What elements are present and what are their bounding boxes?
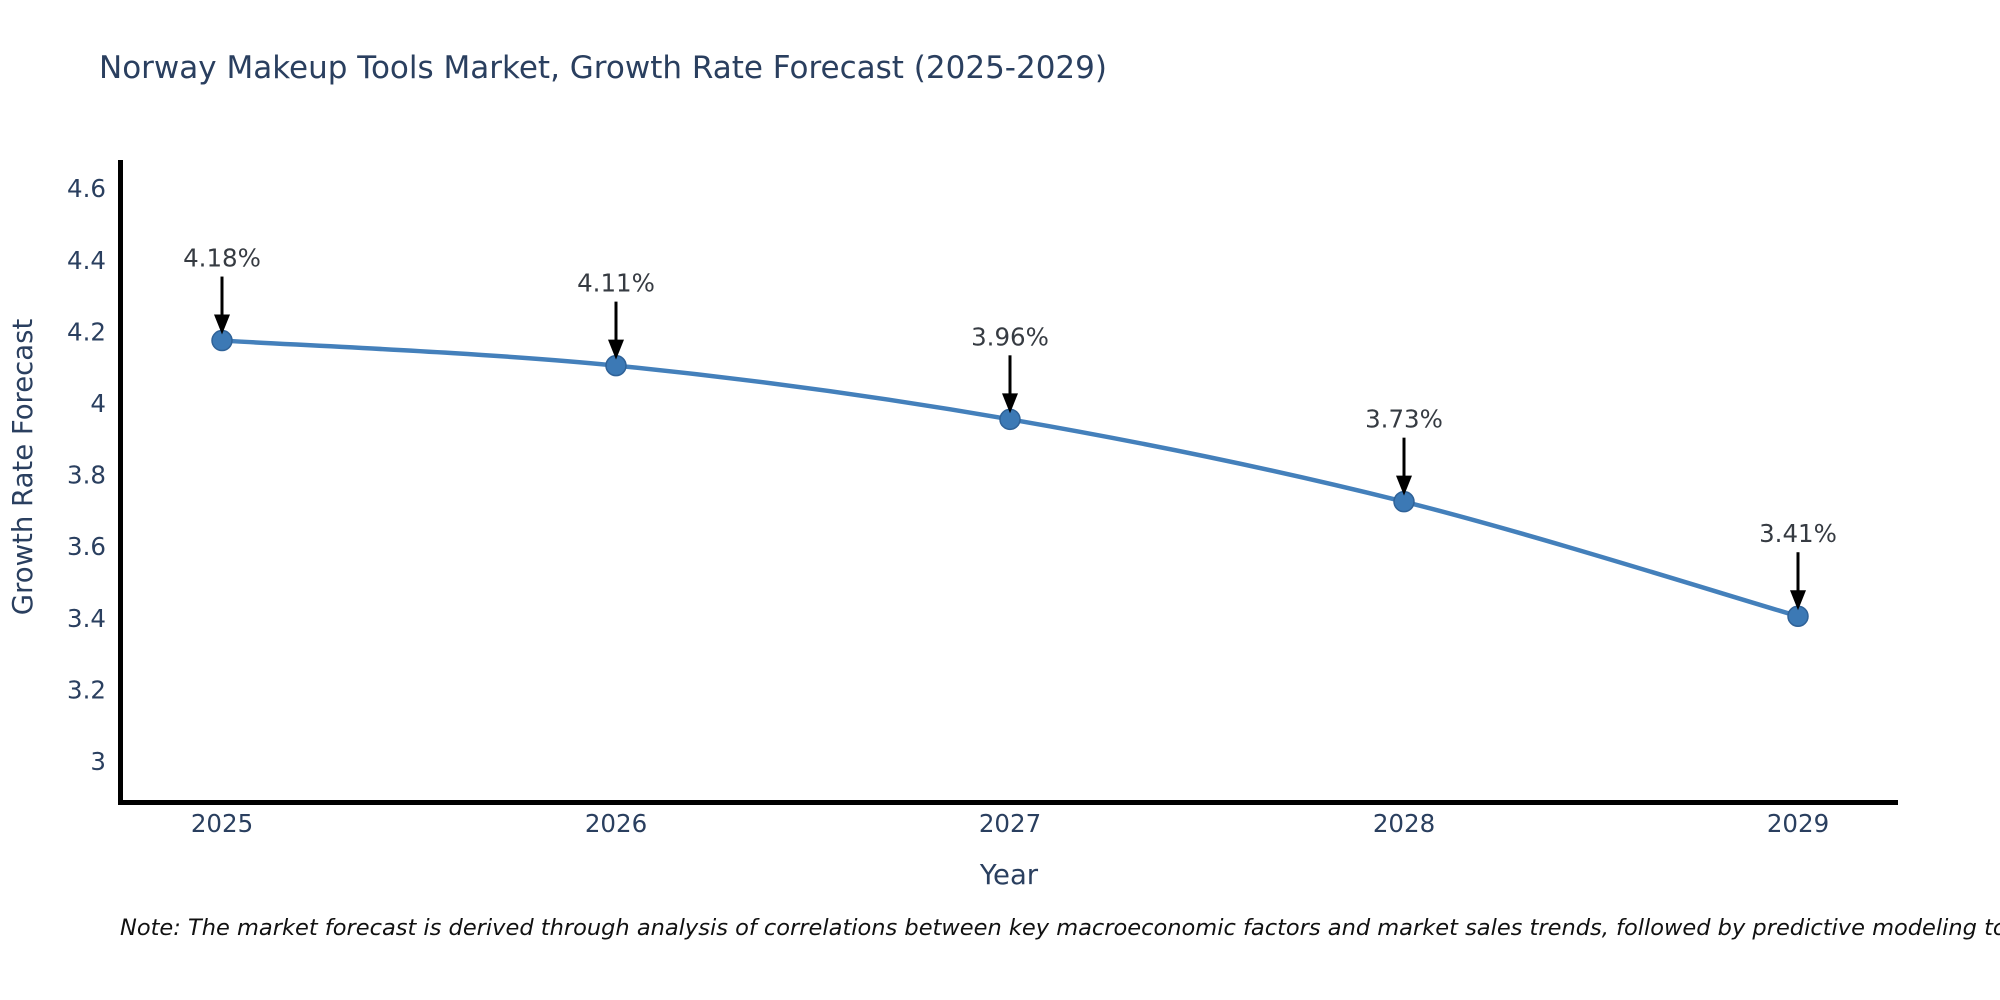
y-tick-label: 3.4 <box>67 604 106 633</box>
y-tick-label: 3.8 <box>67 461 106 490</box>
x-axis-title: Year <box>979 859 1039 891</box>
y-tick-label: 3 <box>90 747 106 776</box>
annotation-arrowhead-down-icon <box>608 339 624 360</box>
x-tick-label: 2027 <box>979 809 1041 838</box>
footnote: Note: The market forecast is derived thr… <box>120 915 2000 941</box>
annotation-arrowhead-down-icon <box>1396 475 1412 496</box>
x-tick-label: 2026 <box>585 809 647 838</box>
y-tick-label: 4 <box>90 389 106 418</box>
y-tick-label: 4.6 <box>67 174 106 203</box>
annotation-arrowhead-down-icon <box>1002 393 1018 414</box>
y-tick-label: 4.4 <box>67 246 106 275</box>
point-annotation: 3.41% <box>1759 519 1837 548</box>
x-tick-label: 2028 <box>1373 809 1435 838</box>
y-tick-label: 3.2 <box>67 675 106 704</box>
annotation-arrowhead-down-icon <box>214 314 230 335</box>
point-annotation: 4.18% <box>183 244 261 273</box>
point-annotation: 3.96% <box>971 322 1049 351</box>
x-tick-label: 2029 <box>1767 809 1829 838</box>
point-annotation: 3.73% <box>1365 405 1443 434</box>
annotation-arrowhead-down-icon <box>1790 590 1806 611</box>
y-tick-label: 4.2 <box>67 317 106 346</box>
chart-title: Norway Makeup Tools Market, Growth Rate … <box>99 50 1107 86</box>
point-annotation: 4.11% <box>577 269 655 298</box>
y-tick-label: 3.6 <box>67 532 106 561</box>
x-tick-label: 2025 <box>191 809 253 838</box>
y-axis-title: Growth Rate Forecast <box>7 319 39 616</box>
